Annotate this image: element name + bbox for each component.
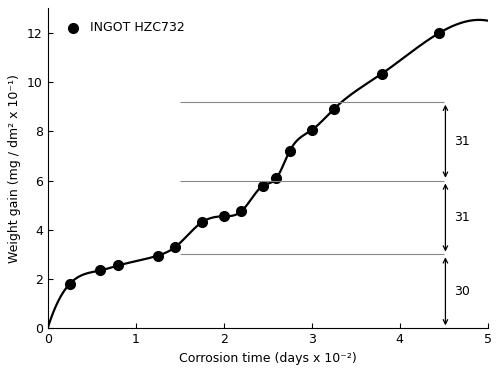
INGOT HZC732: [286, 148, 294, 154]
INGOT HZC732: [259, 182, 267, 188]
INGOT HZC732: [154, 253, 162, 258]
INGOT HZC732: [378, 70, 386, 76]
Text: 31: 31: [454, 135, 470, 148]
Legend: INGOT HZC732: INGOT HZC732: [54, 15, 191, 40]
INGOT HZC732: [114, 263, 122, 269]
INGOT HZC732: [198, 219, 205, 225]
INGOT HZC732: [330, 106, 338, 112]
Text: 31: 31: [454, 211, 470, 224]
INGOT HZC732: [66, 281, 74, 287]
Y-axis label: Weight gain (mg / dm² x 10⁻¹): Weight gain (mg / dm² x 10⁻¹): [8, 74, 22, 263]
INGOT HZC732: [272, 175, 280, 181]
Text: 30: 30: [454, 285, 470, 298]
INGOT HZC732: [308, 127, 316, 133]
INGOT HZC732: [436, 30, 444, 36]
INGOT HZC732: [237, 209, 245, 214]
INGOT HZC732: [96, 267, 104, 273]
X-axis label: Corrosion time (days x 10⁻²): Corrosion time (days x 10⁻²): [179, 352, 356, 365]
INGOT HZC732: [220, 213, 228, 219]
INGOT HZC732: [171, 244, 179, 250]
